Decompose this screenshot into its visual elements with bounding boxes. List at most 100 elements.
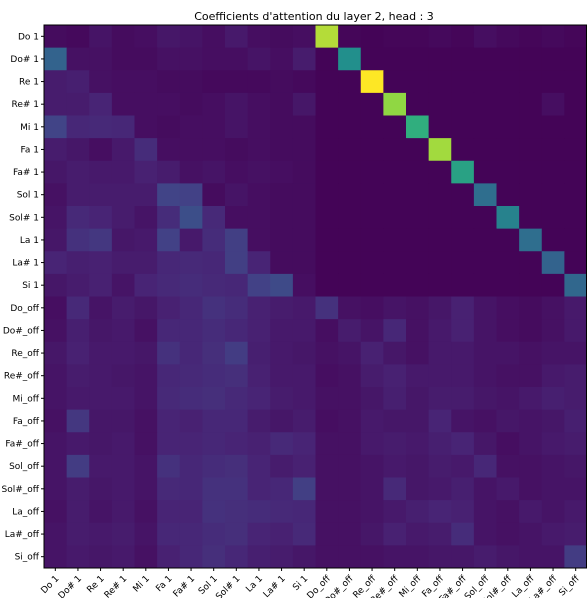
heatmap-cell [451,115,475,139]
heatmap-cell [270,273,294,297]
heatmap-cell [44,251,68,275]
heatmap-cell [89,409,113,433]
heatmap-cell [406,454,430,478]
heatmap-cell [111,206,135,230]
heatmap-cell [44,47,68,71]
heatmap-cell [157,432,181,456]
heatmap-cell [157,25,181,49]
heatmap-cell [111,387,135,411]
heatmap-cell [89,206,113,230]
heatmap-cell [89,70,113,94]
heatmap-cell [473,115,497,139]
heatmap-cell [496,273,520,297]
heatmap-cell [360,92,384,116]
heatmap-cell [179,228,203,252]
heatmap-cell [292,92,316,116]
heatmap-cell [225,341,249,365]
heatmap-cell [292,409,316,433]
heatmap-cell [44,228,68,252]
heatmap-cell [247,409,271,433]
heatmap-cell [428,319,452,343]
heatmap-cell [315,500,339,524]
y-tick-label: La#_off [5,530,40,540]
heatmap-cell [541,25,565,49]
heatmap-cell [541,477,565,501]
heatmap-cell [519,500,543,524]
heatmap-cell [202,92,226,116]
heatmap-cell [202,364,226,388]
heatmap-cell [225,454,249,478]
heatmap-cell [315,251,339,275]
heatmap-cell [270,500,294,524]
heatmap-cell [179,160,203,184]
heatmap-cell [44,138,68,162]
heatmap-cell [66,228,90,252]
heatmap-cell [541,206,565,230]
heatmap-cell [225,138,249,162]
heatmap-cell [564,387,587,411]
heatmap-cell [519,387,543,411]
heatmap-cell [315,409,339,433]
heatmap-cell [89,92,113,116]
heatmap-cell [519,522,543,546]
y-tick-label: La 1 [20,236,39,246]
y-tick-label: Sol#_off [2,485,40,495]
heatmap-cell [225,273,249,297]
heatmap-cell [134,183,158,207]
heatmap-cell [496,500,520,524]
y-tick-label: Re_off [11,349,39,359]
heatmap-cell [44,500,68,524]
heatmap-cell [270,138,294,162]
heatmap-cell [541,432,565,456]
heatmap-cell [66,160,90,184]
heatmap-cell [44,206,68,230]
heatmap-cell [473,183,497,207]
heatmap-cell [247,477,271,501]
heatmap-cell [360,273,384,297]
heatmap-cell [338,47,362,71]
heatmap-cell [292,25,316,49]
heatmap-cell [564,183,587,207]
heatmap-cell [451,454,475,478]
heatmap-cell [338,183,362,207]
heatmap-cell [134,319,158,343]
y-tick-labels: Do 1 Do# 1 Re 1 Re# 1 Mi 1 Fa 1 Fa# 1 Sol 1 Sol#… [2,32,44,563]
heatmap-cell [89,183,113,207]
heatmap-cell [89,454,113,478]
heatmap-cell [564,454,587,478]
heatmap-cell [428,409,452,433]
heatmap-cell [338,160,362,184]
heatmap-cell [157,364,181,388]
heatmap-cell [66,183,90,207]
y-tick-label: Re#_off [4,372,40,382]
heatmap-cell [66,319,90,343]
y-tick-label: Sol_off [9,462,40,472]
heatmap-cell [66,522,90,546]
heatmap-cell [270,70,294,94]
heatmap-cell [247,138,271,162]
heatmap-cell [383,545,407,569]
heatmap-cell [383,409,407,433]
heatmap-cell [157,228,181,252]
x-tick-labels: Do 1Do# 1 Re 1Re# 1 Mi 1 Fa 1Fa# 1 Sol 1Sol#… [39,568,582,598]
heatmap-cell [406,545,430,569]
heatmap-cell [428,47,452,71]
heatmap-cell [225,228,249,252]
heatmap-cell [134,138,158,162]
heatmap-cell [44,522,68,546]
heatmap-cell [111,522,135,546]
heatmap-cell [383,432,407,456]
heatmap-cell [564,115,587,139]
heatmap-cell [66,432,90,456]
heatmap-cell [338,454,362,478]
heatmap-cell [66,70,90,94]
heatmap-cell [225,477,249,501]
heatmap-cell [519,273,543,297]
heatmap-cell [315,183,339,207]
heatmap-cell [157,251,181,275]
heatmap-cell [383,92,407,116]
heatmap-cell [225,545,249,569]
heatmap-cell [383,206,407,230]
heatmap-cell [473,160,497,184]
heatmap-cell [111,92,135,116]
